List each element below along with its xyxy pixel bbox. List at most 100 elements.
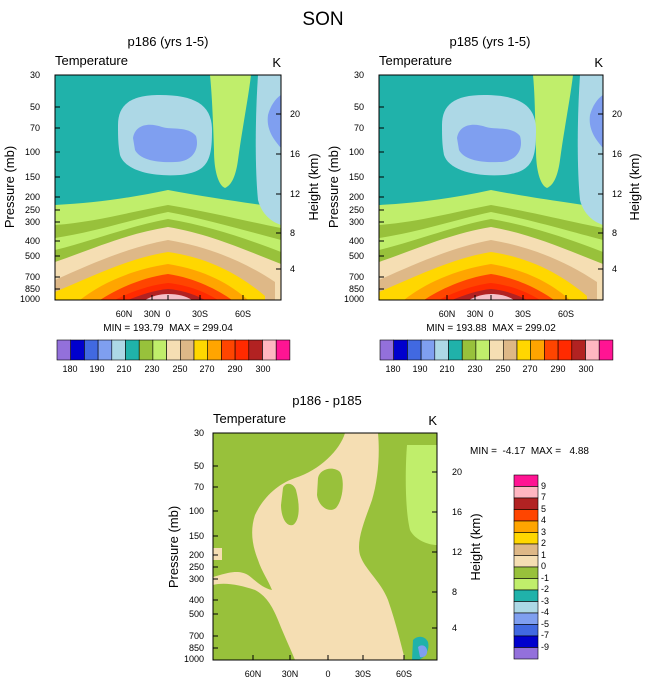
y-tick-label: 30	[354, 70, 364, 80]
colorbar-swatch	[598, 339, 614, 361]
x-tick-label: 30N	[144, 309, 161, 319]
colorbar-swatch	[516, 339, 531, 361]
y-axis-title: Pressure (mb)	[166, 506, 181, 588]
colorbar	[56, 339, 291, 361]
colorbar-swatch	[513, 601, 539, 614]
y-tick-label: 250	[189, 562, 204, 572]
colorbar-swatch	[571, 339, 586, 361]
y-tick-label: 700	[189, 631, 204, 641]
colorbar-label: -9	[541, 642, 549, 652]
y-tick-label: 400	[189, 595, 204, 605]
min-max-stats: MIN = -4.17 MAX = 4.88	[470, 446, 589, 457]
colorbar-label: -1	[541, 573, 549, 583]
colorbar-swatch	[489, 339, 504, 361]
colorbar-label: -4	[541, 607, 549, 617]
colorbar-swatch	[513, 589, 539, 602]
x-tick-label: 30S	[355, 669, 371, 679]
colorbar-label: 180	[385, 364, 400, 374]
y-axis-right-title: Height (km)	[468, 513, 483, 580]
y-tick-label: 300	[349, 217, 364, 227]
y-tick-label: 70	[354, 123, 364, 133]
colorbar-labels: 180 190 210 230 250 270 290 300	[62, 364, 270, 374]
height-tick-label: 20	[290, 109, 300, 119]
colorbar-label: 9	[541, 481, 546, 491]
height-tick-label: 4	[290, 264, 295, 274]
colorbar-swatch	[248, 339, 263, 361]
x-tick-label: 60S	[396, 669, 412, 679]
colorbar-swatch	[513, 532, 539, 545]
y-axis-right: 20 16 12 8 4	[452, 467, 462, 633]
min-max-stats: MIN = 193.88 MAX = 299.02	[426, 323, 556, 334]
y-tick-label: 200	[189, 550, 204, 560]
chart-title: p185 (yrs 1-5)	[450, 34, 531, 49]
colorbar-label: -5	[541, 619, 549, 629]
height-tick-label: 12	[290, 189, 300, 199]
y-tick-label: 500	[349, 251, 364, 261]
colorbar-swatch	[513, 635, 539, 648]
x-tick-label: 0	[325, 669, 330, 679]
colorbar-swatch	[193, 339, 208, 361]
colorbar-label: 300	[578, 364, 593, 374]
x-tick-label: 30N	[282, 669, 299, 679]
colorbar-swatch	[513, 555, 539, 568]
colorbar-swatch	[262, 339, 277, 361]
y-axis-right-title: Height (km)	[306, 153, 321, 220]
height-tick-label: 4	[612, 264, 617, 274]
colorbar-label: 250	[495, 364, 510, 374]
colorbar	[379, 339, 614, 361]
y-tick-label: 700	[349, 272, 364, 282]
y-tick-label: 70	[194, 482, 204, 492]
y-tick-label: 500	[25, 251, 40, 261]
y-axis-left: 30 50 70 100 150 200 250 300 400 500 700…	[344, 70, 364, 304]
colorbar-swatch	[111, 339, 126, 361]
y-tick-label: 150	[349, 172, 364, 182]
y-tick-label: 400	[349, 236, 364, 246]
colorbar-labels: 180 190 210 230 250 270 290 300	[385, 364, 593, 374]
variable-label: Temperature	[213, 411, 286, 426]
y-tick-label: 850	[349, 284, 364, 294]
y-axis-right-title: Height (km)	[627, 153, 642, 220]
colorbar-label: 270	[522, 364, 537, 374]
colorbar-swatch	[557, 339, 573, 361]
colorbar-swatch	[513, 509, 539, 522]
colorbar-label: -7	[541, 630, 549, 640]
colorbar-swatch	[530, 339, 545, 361]
y-tick-label: 500	[189, 609, 204, 619]
y-axis-left: 30 50 70 100 150 200 250 300 400 500 700…	[20, 70, 40, 304]
colorbar-swatch	[585, 339, 600, 361]
colorbar-swatch	[138, 339, 154, 361]
contour-field	[55, 75, 281, 300]
units-label: K	[428, 413, 437, 428]
colorbar-swatch	[502, 339, 518, 361]
colorbar-swatch	[97, 339, 113, 361]
colorbar-label: 190	[412, 364, 427, 374]
chart-title: p186 (yrs 1-5)	[128, 34, 209, 49]
colorbar-swatch	[393, 339, 408, 361]
colorbar-label: 2	[541, 538, 546, 548]
x-tick-label: 60S	[235, 309, 251, 319]
colorbar-swatch	[125, 339, 140, 361]
y-axis-title: Pressure (mb)	[2, 146, 17, 228]
colorbar-swatch	[475, 339, 490, 361]
colorbar-label: 300	[255, 364, 270, 374]
colorbar-label: 4	[541, 515, 546, 525]
height-tick-label: 8	[452, 587, 457, 597]
height-tick-label: 12	[612, 189, 622, 199]
panel-difference: p186 - p185 Temperature K 30 50 70 100	[166, 393, 589, 679]
y-tick-label: 300	[189, 574, 204, 584]
colorbar-swatch	[221, 339, 236, 361]
colorbar-label: 250	[172, 364, 187, 374]
colorbar-labels: 9 7 5 4 3 2 1 0 -1 -2 -3 -4 -5 -7 -9	[541, 481, 549, 652]
colorbar-swatch	[207, 339, 222, 361]
colorbar-swatch	[152, 339, 167, 361]
y-tick-label: 300	[25, 217, 40, 227]
y-tick-label: 70	[30, 123, 40, 133]
y-axis-title: Pressure (mb)	[326, 146, 341, 228]
chart-title: p186 - p185	[292, 393, 361, 408]
x-tick-label: 60N	[116, 309, 133, 319]
colorbar-swatch	[513, 474, 539, 487]
panel-p186: p186 (yrs 1-5) Temperature K 30	[2, 34, 321, 374]
height-tick-label: 16	[612, 149, 622, 159]
colorbar-label: 180	[62, 364, 77, 374]
